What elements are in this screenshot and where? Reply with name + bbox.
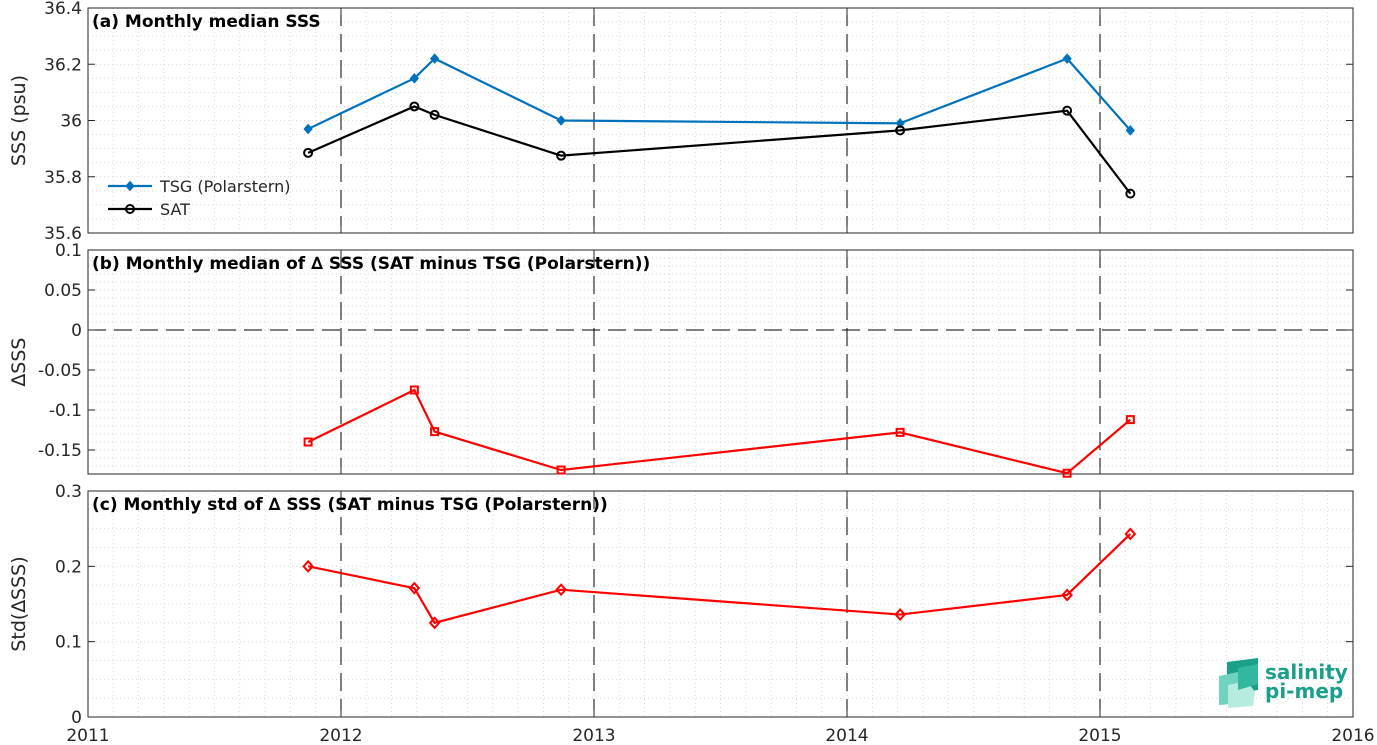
- data-point: [303, 147, 314, 158]
- data-point: [895, 427, 905, 437]
- data-point: [895, 118, 905, 129]
- data-point: [556, 465, 566, 475]
- y-tick-label: 0.05: [44, 281, 82, 301]
- y-tick-label: 35.8: [44, 168, 82, 188]
- data-point: [1061, 588, 1073, 602]
- y-tick-label: -0.1: [49, 401, 82, 421]
- legend-label: SAT: [160, 200, 190, 219]
- data-point: [1062, 105, 1073, 116]
- y-tick-label: 0: [71, 708, 82, 728]
- data-point: [408, 581, 421, 595]
- panel-a: 35.6 35.8 36 36.2 36.4 SSS (psu) (a) Monthly m…: [8, 0, 1354, 244]
- series-0: [302, 527, 1137, 630]
- axes-frame: [87, 249, 1354, 475]
- data-point: [1125, 125, 1136, 136]
- y-tick-label: 36.2: [44, 55, 82, 75]
- series-line: [307, 388, 1132, 475]
- logo-mark-icon: [1219, 658, 1258, 708]
- legend-label: TSG (Polarstern): [159, 177, 290, 196]
- y-axis-label: Std(∆SSS): [8, 556, 30, 651]
- data-point: [894, 608, 906, 622]
- x-tick-label: 2015: [1078, 726, 1121, 745]
- legend-marker: [125, 180, 135, 192]
- x-tick-label: 2013: [572, 726, 615, 745]
- series-line: [307, 57, 1068, 130]
- data-point: [1062, 468, 1072, 478]
- panel-title: (c) Monthly std of ∆ SSS (SAT minus TSG …: [92, 495, 608, 515]
- series-line: [1066, 57, 1132, 132]
- x-tick-label: 2011: [66, 726, 109, 745]
- series-line: [307, 533, 1132, 625]
- data-point: [409, 385, 419, 395]
- salinity-pi-mep-logo: salinity pi-mep: [1219, 658, 1348, 708]
- data-point: [429, 53, 440, 64]
- y-tick-label: 0.1: [55, 633, 82, 653]
- data-point: [429, 109, 440, 120]
- x-tick-label: 2012: [319, 726, 362, 745]
- y-tick-label: -0.05: [38, 361, 82, 381]
- data-point: [409, 101, 420, 112]
- y-tick-label: -0.15: [38, 441, 82, 461]
- panel-c: 2011 2012 2013 2014 2015 2016 0 0.1 0.2 0.3 Std(∆S…: [8, 482, 1375, 745]
- axes-frame: [87, 490, 1354, 718]
- data-point: [1062, 53, 1072, 64]
- legend: TSG (Polarstern) SAT: [108, 177, 290, 219]
- data-point: [1125, 415, 1135, 425]
- logo-line-2: pi-mep: [1265, 679, 1343, 703]
- y-axis-label: ∆SSS: [8, 338, 30, 388]
- y-tick-label: 36.4: [44, 0, 82, 19]
- series-0: [303, 385, 1135, 478]
- data-point: [409, 73, 420, 84]
- data-point: [1124, 527, 1137, 541]
- data-point: [303, 437, 313, 447]
- panel-title: (b) Monthly median of ∆ SSS (SAT minus T…: [92, 254, 650, 274]
- data-point: [1125, 188, 1136, 199]
- panel-title: (a) Monthly median SSS: [92, 12, 321, 32]
- grid: [87, 249, 1354, 475]
- data-point: [303, 123, 313, 135]
- data-point: [895, 125, 906, 136]
- data-point: [556, 150, 567, 161]
- data-point: [555, 583, 567, 597]
- y-tick-label: 35.6: [44, 224, 82, 244]
- logo-line-1: salinity: [1265, 660, 1348, 684]
- y-tick-label: 0.2: [55, 557, 82, 577]
- x-tick-label: 2014: [825, 726, 868, 745]
- y-tick-label: 0.1: [55, 241, 82, 261]
- y-tick-label: 0.3: [55, 482, 82, 502]
- data-point: [428, 616, 441, 630]
- series-1: [303, 101, 1136, 199]
- y-tick-label: 36: [60, 112, 82, 132]
- x-tick-label: 2016: [1331, 726, 1374, 745]
- series-0: [303, 53, 1136, 136]
- data-point: [556, 115, 566, 126]
- data-point: [302, 559, 314, 573]
- y-axis-label: SSS (psu): [8, 75, 30, 166]
- y-tick-label: 0: [71, 321, 82, 341]
- series-line: [307, 105, 1132, 195]
- panel-b: -0.15 -0.1 -0.05 0 0.05 0.1 ∆SSS (b) Monthly me…: [8, 241, 1354, 478]
- legend-marker: [125, 204, 135, 214]
- data-point: [430, 427, 440, 437]
